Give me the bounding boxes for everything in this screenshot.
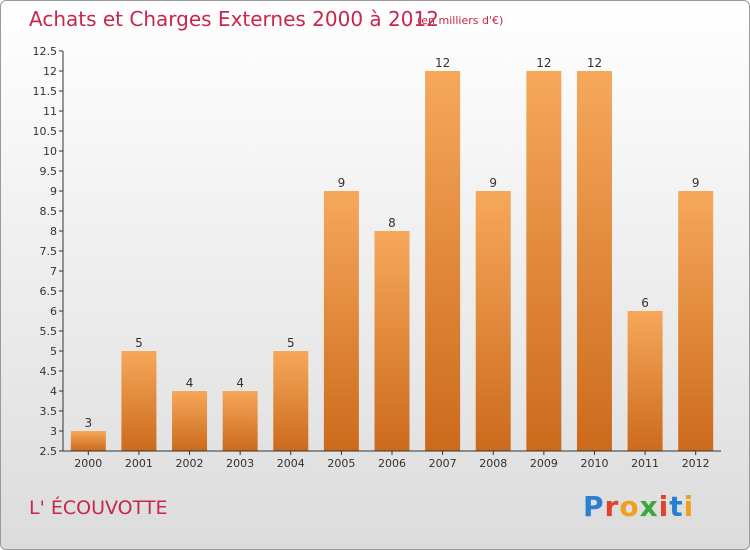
bar-2009 — [526, 71, 562, 451]
x-axis: 2000 2001 2002 2003 2004 2005 2006 2007 2008 2009… — [63, 450, 721, 470]
bar-value-label: 4 — [186, 376, 194, 390]
logo-letter: x — [639, 490, 659, 523]
x-tick-label: 2002 — [176, 457, 204, 470]
bars: 3 5 4 4 5 9 8 12 9 12 12 6 9 — [70, 56, 714, 451]
bar-2002 — [172, 391, 208, 451]
x-tick-label: 2005 — [327, 457, 355, 470]
y-tick-label: 6.5 — [40, 285, 58, 298]
y-tick-label: 8.5 — [40, 205, 58, 218]
y-tick-label: 3.5 — [40, 405, 58, 418]
y-tick-label: 4 — [50, 385, 57, 398]
y-tick-label: 2.5 — [40, 445, 58, 458]
bar-value-label: 5 — [135, 336, 143, 350]
y-tick-label: 11.5 — [33, 85, 58, 98]
bar-2000 — [70, 431, 106, 451]
x-tick-label: 2012 — [682, 457, 710, 470]
y-tick-label: 10 — [43, 145, 57, 158]
logo-letter: i — [683, 490, 695, 523]
logo-letter: t — [669, 490, 684, 523]
bar-2012 — [678, 191, 714, 451]
x-tick-label: 2007 — [429, 457, 457, 470]
y-tick-label: 8 — [50, 225, 57, 238]
bar-2007 — [425, 71, 461, 451]
proxiti-logo[interactable]: Proxiti — [583, 490, 694, 523]
x-tick-label: 2006 — [378, 457, 406, 470]
bar-value-label: 9 — [489, 176, 497, 190]
y-tick-label: 10.5 — [33, 125, 58, 138]
y-tick-label: 7 — [50, 265, 57, 278]
bar-2008 — [475, 191, 511, 451]
chart-title: Achats et Charges Externes 2000 à 2012 — [29, 7, 439, 31]
x-tick-label: 2010 — [580, 457, 608, 470]
bar-value-label: 9 — [692, 176, 700, 190]
y-tick-label: 11 — [43, 105, 57, 118]
bar-2003 — [222, 391, 258, 451]
x-tick-label: 2011 — [631, 457, 659, 470]
bar-value-label: 5 — [287, 336, 295, 350]
bar-value-label: 3 — [84, 416, 92, 430]
logo-letter: i — [658, 490, 670, 523]
chart-subtitle: (en milliers d'€) — [417, 14, 504, 27]
bar-2004 — [273, 351, 309, 451]
bar-2005 — [323, 191, 359, 451]
bar-2006 — [374, 231, 410, 451]
logo-letter: r — [604, 490, 620, 523]
x-tick-label: 2004 — [277, 457, 305, 470]
commune-name: L' ÉCOUVOTTE — [29, 497, 168, 519]
x-tick-label: 2001 — [125, 457, 153, 470]
x-tick-label: 2003 — [226, 457, 254, 470]
y-tick-label: 12 — [43, 65, 57, 78]
x-tick-label: 2008 — [479, 457, 507, 470]
y-tick-label: 4.5 — [40, 365, 58, 378]
x-tick-label: 2000 — [74, 457, 102, 470]
y-tick-label: 9 — [50, 185, 57, 198]
bar-value-label: 8 — [388, 216, 396, 230]
bar-value-label: 9 — [338, 176, 346, 190]
y-tick-label: 6 — [50, 305, 57, 318]
bar-2010 — [576, 71, 612, 451]
x-tick-label: 2009 — [530, 457, 558, 470]
bar-value-label: 12 — [435, 56, 450, 70]
bar-value-label: 4 — [236, 376, 244, 390]
y-tick-label: 5 — [50, 345, 57, 358]
y-tick-label: 5.5 — [40, 325, 58, 338]
y-tick-label: 12.5 — [33, 45, 58, 58]
bar-value-label: 12 — [536, 56, 551, 70]
bar-2001 — [121, 351, 157, 451]
y-tick-label: 9.5 — [40, 165, 58, 178]
logo-letter: P — [583, 490, 605, 523]
y-axis: 2.5 3 3.5 4 4.5 5 5.5 6 6.5 7 7.5 8 8.5 9 9.5 10 10.5 11 1… — [33, 45, 64, 458]
logo-letter: o — [619, 490, 640, 523]
bar-2011 — [627, 311, 663, 451]
y-tick-label: 7.5 — [40, 245, 58, 258]
bar-value-label: 12 — [587, 56, 602, 70]
bar-value-label: 6 — [641, 296, 649, 310]
y-tick-label: 3 — [50, 425, 57, 438]
